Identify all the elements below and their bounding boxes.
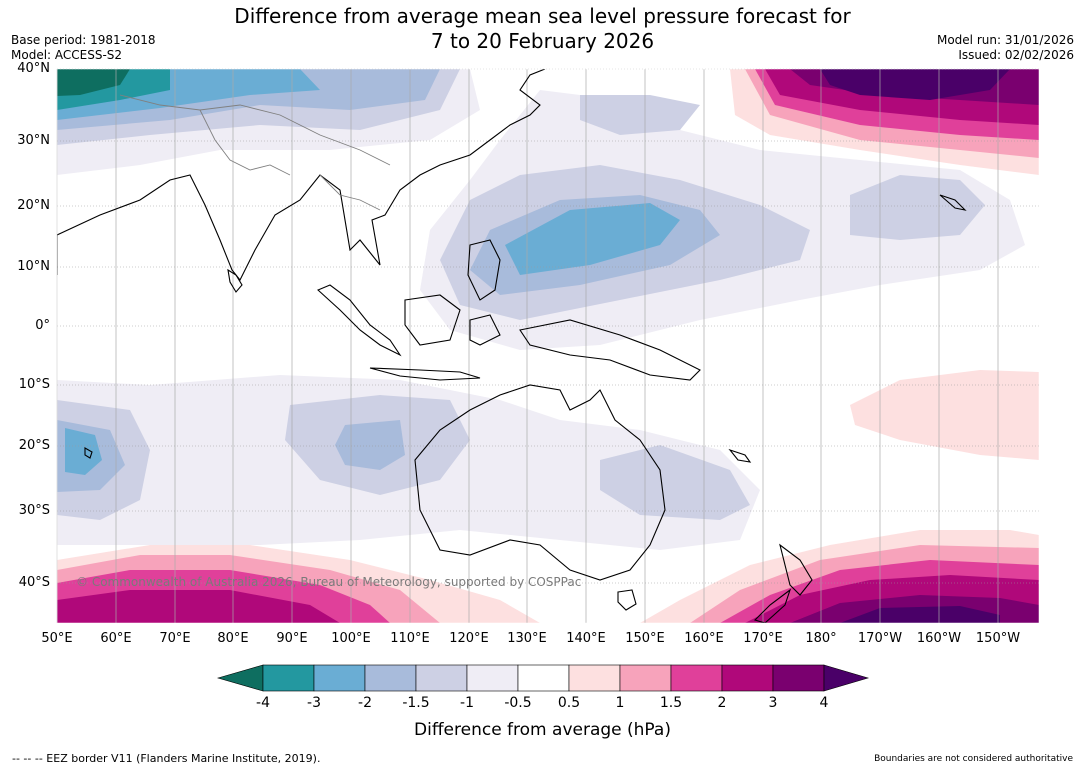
australia-coastline: [414, 384, 666, 581]
lon-label: 150°W: [975, 631, 1021, 646]
anomaly-region: [505, 203, 680, 275]
sri-lanka-coastline: [227, 268, 243, 293]
lon-label: 150°E: [625, 631, 665, 646]
lon-label: 120°E: [449, 631, 489, 646]
colorbar-bin: [466, 664, 519, 692]
country-borders: [119, 94, 391, 211]
colorbar-bin: [517, 664, 570, 692]
colorbar-bin: [262, 664, 315, 692]
lon-label: 180°: [805, 631, 837, 646]
colorbar-bin: [415, 664, 468, 692]
colorbar-tick-label: -1.5: [402, 695, 430, 711]
colorbar-tick-label: 2: [717, 695, 727, 711]
colorbar-bin: [568, 664, 621, 692]
sulawesi-coastline: [469, 314, 501, 346]
colorbar-bin: [364, 664, 417, 692]
lon-label: 130°E: [507, 631, 547, 646]
lat-label: 40°S: [18, 575, 50, 590]
colorbar-title: Difference from average (hPa): [414, 720, 671, 740]
copyright-notice: © Commonwealth of Australia 2026, Bureau…: [76, 575, 582, 589]
colorbar-bin: [619, 664, 672, 692]
java-coastline: [369, 367, 481, 381]
issued-date: Issued: 02/02/2026: [958, 48, 1074, 62]
colorbar-extend-high: [823, 664, 870, 692]
anomaly-region: [600, 445, 750, 520]
madagascar-region-island: [84, 447, 93, 459]
nz-north-island-coastline: [779, 543, 813, 596]
colorbar-bin: [670, 664, 723, 692]
anomaly-region: [57, 69, 130, 96]
nz-south-island-coastline: [753, 588, 792, 623]
lon-label: 160°E: [684, 631, 724, 646]
asia-coastline: [57, 69, 546, 282]
model-name: Model: ACCESS-S2: [11, 48, 123, 62]
anomaly-region: [580, 95, 700, 135]
lat-label: 30°N: [17, 133, 50, 148]
lat-label: 30°S: [18, 503, 50, 518]
colorbar-tick-label: -1: [460, 695, 474, 711]
colorbar-tick-label: -3: [307, 695, 321, 711]
anomaly-region: [65, 428, 102, 475]
colorbar-tick-label: -0.5: [504, 695, 532, 711]
lon-label: 100°E: [331, 631, 371, 646]
lon-label: 140°E: [566, 631, 606, 646]
colorbar-extend-low: [216, 664, 264, 692]
lon-label: 170°E: [743, 631, 783, 646]
lon-label: 170°W: [857, 631, 903, 646]
new-guinea-coastline: [519, 319, 701, 381]
lat-label: 40°N: [17, 61, 50, 76]
boundaries-disclaimer: Boundaries are not considered authoritat…: [874, 754, 1073, 764]
colorbar-tick-label: 1.5: [659, 695, 683, 711]
lat-label: 20°N: [17, 198, 50, 213]
eez-border-note: -- -- -- EEZ border V11 (Flanders Marine…: [12, 752, 321, 765]
colorbar-tick-label: -4: [256, 695, 270, 711]
meridians: [56, 69, 999, 623]
colorbar-tick-label: 0.5: [557, 695, 581, 711]
map-title: Difference from average mean sea level p…: [0, 4, 1085, 54]
title-line-1: Difference from average mean sea level p…: [234, 4, 851, 28]
colorbar-bin: [772, 664, 825, 692]
philippines-coastline: [467, 239, 501, 301]
title-line-2: 7 to 20 February 2026: [430, 29, 655, 53]
tasmania-coastline: [617, 589, 637, 611]
coastlines: [57, 69, 967, 623]
lon-label: 160°W: [916, 631, 962, 646]
lat-label: 10°S: [18, 377, 50, 392]
anomaly-region: [850, 370, 1039, 460]
colorbar-tick-label: 3: [768, 695, 778, 711]
colorbar-bin: [721, 664, 774, 692]
anomaly-region: [57, 590, 340, 623]
colorbar-tick-label: 1: [615, 695, 625, 711]
lat-label: 0°: [35, 318, 50, 333]
lon-label: 50°E: [41, 631, 73, 646]
lon-label: 60°E: [100, 631, 132, 646]
model-run: Model run: 31/01/2026: [936, 33, 1074, 47]
colorbar-tick-label: 4: [819, 695, 829, 711]
lon-label: 90°E: [276, 631, 308, 646]
lon-label: 80°E: [217, 631, 249, 646]
sumatra-coastline: [316, 284, 402, 357]
colorbar-bin: [313, 664, 366, 692]
lon-label: 70°E: [159, 631, 191, 646]
anomaly-region: [335, 420, 405, 470]
lon-label: 110°E: [390, 631, 430, 646]
base-period: Base period: 1981-2018: [11, 33, 156, 47]
anomaly-region: [820, 69, 1010, 100]
lat-label: 10°N: [17, 259, 50, 274]
hawaii-coastline: [939, 194, 967, 211]
new-caledonia-coastline: [728, 448, 752, 463]
anomaly-region: [850, 175, 985, 240]
borneo-coastline: [404, 294, 461, 346]
map-frame: [56, 68, 1040, 624]
colorbar: [216, 664, 870, 692]
lat-label: 20°S: [18, 438, 50, 453]
colorbar-tick-label: -2: [358, 695, 372, 711]
